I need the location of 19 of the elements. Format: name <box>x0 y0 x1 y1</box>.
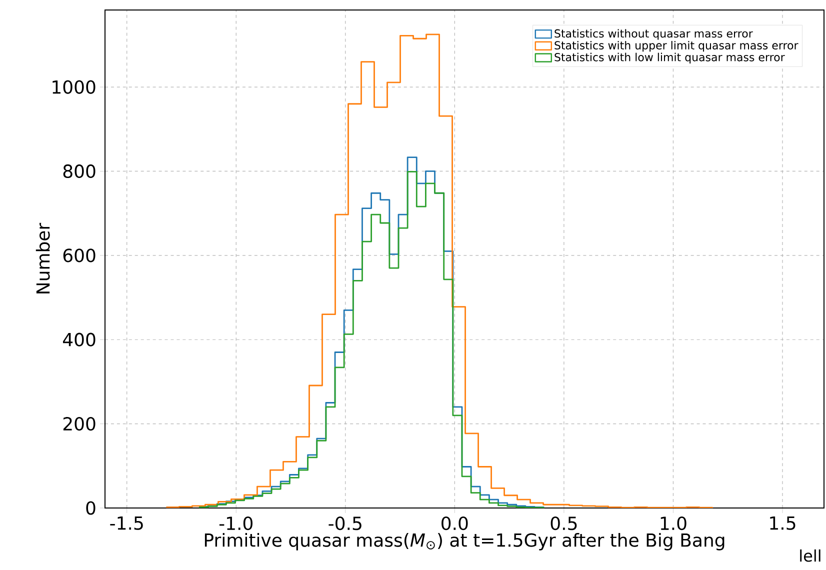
y-tick-label: 800 <box>63 164 96 178</box>
y-tick-label: 600 <box>63 248 96 262</box>
legend-label: Statistics with upper limit quasar mass error <box>554 40 798 52</box>
x-tick-label: -1.5 <box>110 516 143 530</box>
x-tick-label: -0.5 <box>328 516 362 530</box>
legend-label: Statistics with low limit quasar mass error <box>554 52 785 64</box>
x-tick-label: -1.0 <box>219 516 252 530</box>
legend-label: Statistics without quasar mass error <box>554 29 753 40</box>
x-tick-label: 1.0 <box>660 516 686 530</box>
x-axis-title: Primitive quasar mass(M$_{⊙}$) at t=1.5Gyr after the Big Bang <box>204 532 724 550</box>
x-tick-label: 1.5 <box>770 516 796 530</box>
y-tick-label: 400 <box>63 332 96 346</box>
y-axis-title: Number <box>36 222 50 294</box>
x-tick-label: 0.5 <box>550 516 577 530</box>
x-tick-label: 0.0 <box>442 516 468 530</box>
text: lell <box>800 549 820 562</box>
y-tick-label: 1000 <box>52 80 96 94</box>
y-tick-label: 200 <box>63 417 96 431</box>
y-tick-label: 0 <box>86 501 96 515</box>
